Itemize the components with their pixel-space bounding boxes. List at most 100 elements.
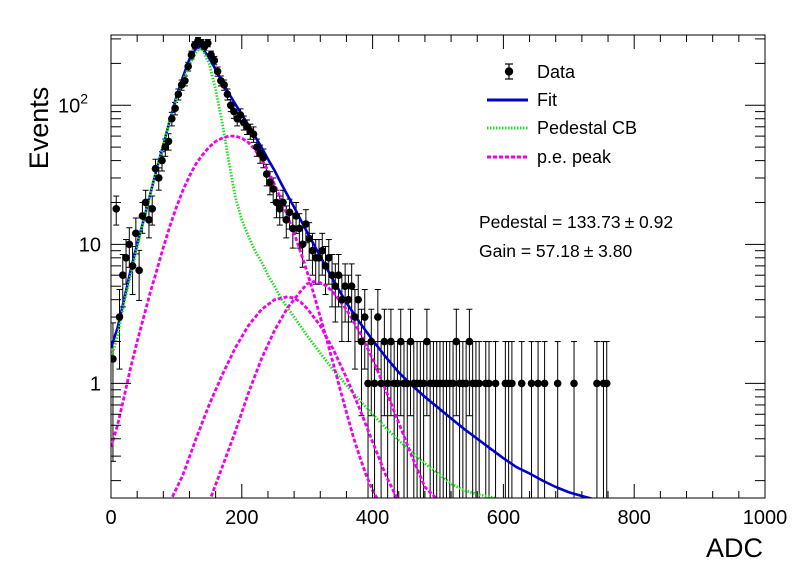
x-axis: 0 200 400 600 800 1000 [105, 35, 787, 529]
data-point [112, 205, 121, 213]
data-point [269, 185, 277, 193]
data-point [534, 379, 542, 388]
data-point [321, 262, 330, 270]
y-axis-label: Events [24, 87, 54, 170]
data-point [141, 198, 150, 207]
annotation-gain-value: Gain = 57.18 [479, 241, 580, 261]
data-point [517, 379, 526, 388]
data-point [285, 208, 294, 217]
data-point [145, 216, 153, 224]
data-point [181, 76, 189, 85]
data-point [279, 198, 287, 207]
data-point [223, 90, 232, 99]
data-point [151, 164, 160, 173]
data-point [377, 379, 385, 388]
annotation-gain: Gain = 57.18 ± 3.80 [479, 241, 632, 261]
legend-label-fit: Fit [537, 90, 557, 110]
data-point [236, 111, 245, 119]
data-point [341, 282, 349, 291]
data-point [423, 337, 431, 346]
data-point [262, 170, 271, 178]
data-point [154, 174, 163, 182]
data-point [122, 254, 130, 262]
data-point [292, 212, 300, 220]
data-point [354, 295, 363, 304]
x-tick-label: 400 [356, 507, 389, 529]
legend-label-pedestal-cb: Pedestal CB [537, 118, 637, 138]
data-point [602, 379, 611, 388]
data-point [138, 212, 147, 220]
data-point [370, 379, 379, 388]
data-point [553, 379, 562, 388]
data-point [383, 379, 392, 388]
data-point [351, 313, 359, 321]
data-point [298, 240, 307, 249]
data-point [387, 337, 395, 346]
plot-frame [110, 34, 766, 499]
data-point [289, 224, 297, 233]
x-axis-label: ADC [706, 533, 763, 563]
annotation-pedestal-value: Pedestal = 133.73 [479, 212, 621, 232]
data-point [164, 137, 173, 146]
data-point [118, 271, 127, 279]
data-point [527, 379, 536, 388]
x-tick-label: 0 [105, 507, 116, 529]
data-point [203, 39, 212, 47]
legend-item-data: Data [504, 62, 576, 82]
data-point [334, 271, 343, 279]
data-point [220, 81, 228, 89]
annotation-gain-error: ± 3.80 [584, 241, 633, 261]
data-point [570, 379, 578, 388]
legend-item-fit: Fit [487, 90, 557, 110]
annotation-pedestal-error: ± 0.92 [625, 212, 674, 232]
curve-p-e-peak-1 [111, 134, 379, 498]
data-point [282, 216, 291, 224]
data-point [128, 262, 137, 270]
legend-label-pe-peak: p.e. peak [537, 147, 612, 167]
legend-item-pe-peak: p.e. peak [487, 147, 612, 167]
legend-label-data: Data [537, 62, 576, 82]
data-point [266, 178, 274, 186]
data-point [360, 313, 369, 321]
data-point [331, 282, 340, 291]
data-point [403, 379, 412, 388]
data-point [174, 90, 183, 99]
data-point [272, 198, 281, 207]
x-tick-label: 600 [487, 507, 520, 529]
legend-data-marker [504, 67, 514, 76]
data-point [324, 254, 333, 262]
data-point [226, 101, 235, 110]
data-point [364, 379, 372, 388]
data-point [452, 337, 461, 346]
data-point [508, 379, 516, 388]
data-point [207, 51, 215, 59]
data-point [315, 254, 323, 262]
y-tick-exponent: 2 [80, 90, 88, 106]
data-point [396, 337, 405, 346]
curve-p-e-peak-3 [209, 280, 438, 498]
data-point [449, 379, 457, 388]
data-point [171, 104, 179, 113]
data-point [318, 246, 327, 255]
data-point [406, 337, 415, 346]
data-point [230, 107, 238, 116]
legend-item-pedestal-cb: Pedestal CB [487, 118, 637, 138]
data-point [158, 156, 166, 165]
data-point [419, 379, 428, 388]
data-point [148, 205, 157, 213]
data-point [161, 143, 170, 151]
data-point [213, 67, 222, 76]
data-point [184, 62, 192, 71]
y-tick-label: 1 [90, 373, 101, 395]
fit-curves [111, 45, 595, 498]
data-point [302, 220, 310, 228]
data-point [347, 282, 356, 291]
data-point [367, 337, 376, 346]
x-tick-label: 800 [618, 507, 651, 529]
data-point [328, 271, 336, 279]
data-point [357, 337, 366, 346]
data-point [187, 51, 196, 59]
data-point [393, 379, 402, 388]
data-point [111, 355, 117, 363]
